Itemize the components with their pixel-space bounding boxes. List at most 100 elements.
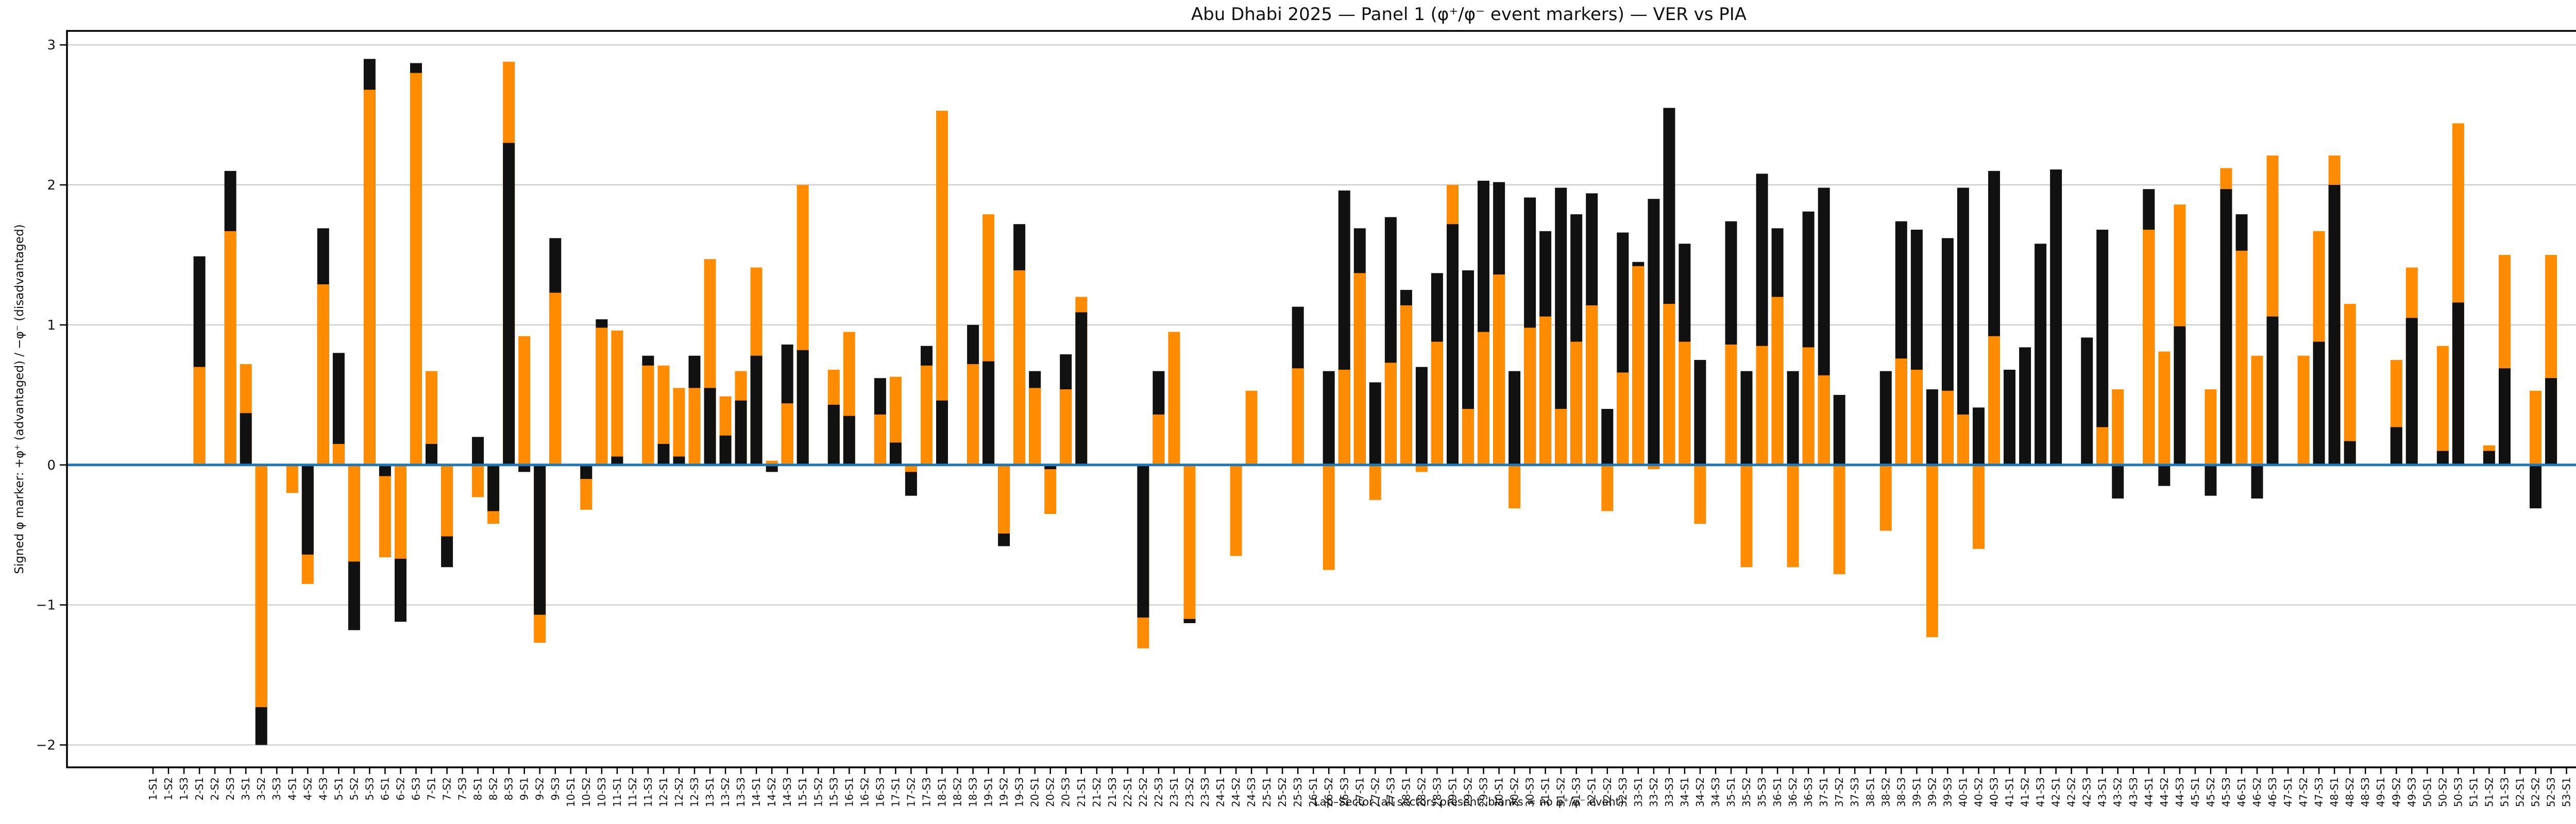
- x-tick-label: 18-S3: [967, 777, 979, 807]
- y-tick-label: 3: [47, 38, 56, 53]
- bar-20-S1-VER: [1029, 388, 1041, 465]
- x-tick-label: 8-S2: [487, 777, 500, 800]
- bar-4-S3-VER: [317, 284, 329, 465]
- x-tick-label: 16-S1: [843, 777, 855, 807]
- x-tick-label: 21-S2: [1091, 777, 1103, 807]
- x-tick-label: 13-S1: [704, 777, 716, 807]
- bar-5-S3-VER: [363, 90, 376, 465]
- x-tick-label: 15-S3: [827, 777, 840, 807]
- x-tick-label: 46-S2: [2251, 777, 2263, 807]
- bar-21-S1-PIA: [1075, 312, 1088, 465]
- bar-31-S3-VER: [1570, 341, 1583, 465]
- x-tick-label: 34-S1: [1679, 777, 1691, 807]
- x-tick-label: 14-S3: [781, 777, 793, 807]
- bar-18-S3-VER: [967, 364, 979, 465]
- bar-20-S2-PIA: [1044, 465, 1057, 469]
- x-tick-label: 23-S1: [1168, 777, 1180, 807]
- x-tick-label: 20-S2: [1044, 777, 1057, 807]
- bar-43-S1-VER: [2096, 427, 2109, 465]
- x-tick-label: 52-S3: [2545, 777, 2557, 807]
- x-tick-label: 22-S3: [1153, 777, 1165, 807]
- bar-39-S2-PIA: [1926, 389, 1938, 465]
- bar-48-S2-VER: [2344, 304, 2356, 465]
- bar-44-S2-PIA: [2158, 465, 2171, 486]
- bar-32-S2-PIA: [1601, 409, 1614, 465]
- bar-14-S1-PIA: [750, 355, 762, 465]
- x-tick-label: 21-S3: [1106, 777, 1118, 807]
- bar-5-S2-VER: [348, 465, 360, 562]
- x-tick-label: 25-S2: [1276, 777, 1289, 807]
- x-tick-label: 1-S2: [162, 777, 175, 800]
- bar-12-S1-VER: [657, 365, 670, 465]
- bar-4-S1-VER: [286, 465, 298, 493]
- x-tick-label: 46-S3: [2266, 777, 2279, 807]
- bar-34-S2-VER: [1694, 465, 1706, 524]
- x-tick-label: 45-S3: [2220, 777, 2232, 807]
- x-tick-label: 10-S2: [580, 777, 592, 807]
- x-tick-label: 2-S3: [224, 777, 236, 800]
- bar-36-S1-VER: [1771, 297, 1784, 465]
- bar-9-S1-VER: [518, 336, 531, 465]
- bar-3-S2-VER: [255, 465, 267, 708]
- x-tick-label: 9-S1: [518, 777, 531, 800]
- bar-15-S1-PIA: [796, 350, 809, 465]
- bar-37-S2-VER: [1833, 465, 1845, 574]
- bar-16-S3-VER: [874, 414, 886, 465]
- x-tick-label: 24-S1: [1214, 777, 1227, 807]
- x-tick-label: 15-S1: [796, 777, 809, 807]
- bar-2-S1-VER: [193, 367, 206, 465]
- x-tick-label: 40-S1: [1957, 777, 1969, 807]
- bar-43-S2-VER: [2112, 389, 2124, 465]
- x-tick-label: 27-S3: [1384, 777, 1397, 807]
- x-tick-label: 36-S2: [1787, 777, 1799, 807]
- bar-31-S1-VER: [1539, 316, 1552, 465]
- bar-2-S3-VER: [224, 231, 236, 465]
- bar-30-S2-VER: [1509, 465, 1521, 509]
- bar-28-S3-VER: [1431, 341, 1443, 465]
- x-tick-label: 3-S1: [240, 777, 252, 800]
- x-tick-label: 19-S3: [1013, 777, 1026, 807]
- x-tick-label: 38-S2: [1879, 777, 1892, 807]
- x-tick-label: 33-S2: [1648, 777, 1660, 807]
- bar-36-S2-PIA: [1787, 371, 1799, 465]
- bar-46-S2-VER: [2251, 355, 2263, 465]
- bar-46-S3-PIA: [2266, 316, 2279, 465]
- x-tick-label: 52-S2: [2530, 777, 2542, 807]
- bar-44-S1-VER: [2143, 230, 2155, 465]
- x-tick-label: 6-S2: [395, 777, 407, 800]
- bar-22-S3-VER: [1153, 414, 1165, 465]
- bar-45-S3-PIA: [2220, 189, 2232, 465]
- x-tick-label: 43-S2: [2112, 777, 2124, 807]
- bar-26-S2-VER: [1323, 465, 1335, 570]
- bar-13-S2-PIA: [719, 435, 732, 465]
- bar-12-S3-VER: [688, 388, 701, 465]
- x-axis-label: Lap–Sector (all sectors present; blanks …: [1313, 796, 1624, 808]
- bar-14-S2-PIA: [766, 465, 778, 472]
- bar-5-S1-PIA: [332, 353, 345, 465]
- x-tick-label: 13-S2: [719, 777, 732, 807]
- x-tick-label: 5-S3: [363, 777, 376, 800]
- bar-41-S1-PIA: [2004, 369, 2015, 465]
- bar-31-S2-VER: [1555, 409, 1567, 465]
- x-tick-label: 17-S2: [905, 777, 917, 807]
- bar-38-S3-VER: [1895, 358, 1907, 465]
- bar-51-S2-PIA: [2483, 451, 2495, 465]
- x-tick-label: 53-S1: [2561, 777, 2573, 807]
- bar-6-S1-PIA: [379, 465, 391, 476]
- x-tick-label: 37-S1: [1818, 777, 1830, 807]
- x-tick-label: 17-S1: [889, 777, 902, 807]
- x-tick-label: 11-S2: [626, 777, 639, 807]
- bar-27-S2-VER: [1369, 465, 1381, 500]
- x-tick-label: 2-S1: [193, 777, 206, 800]
- x-tick-label: 48-S2: [2344, 777, 2356, 807]
- x-tick-label: 41-S3: [2035, 777, 2047, 807]
- x-tick-label: 4-S2: [301, 777, 314, 800]
- plot-frame: [66, 30, 2576, 768]
- x-tick-label: 42-S3: [2081, 777, 2093, 807]
- bar-48-S1-PIA: [2328, 185, 2341, 465]
- bar-8-S1-VER: [472, 465, 484, 497]
- bar-12-S2-PIA: [673, 456, 685, 465]
- bar-45-S2-VER: [2205, 389, 2217, 465]
- bar-40-S2-VER: [1973, 465, 1985, 549]
- bar-9-S1-PIA: [518, 465, 531, 472]
